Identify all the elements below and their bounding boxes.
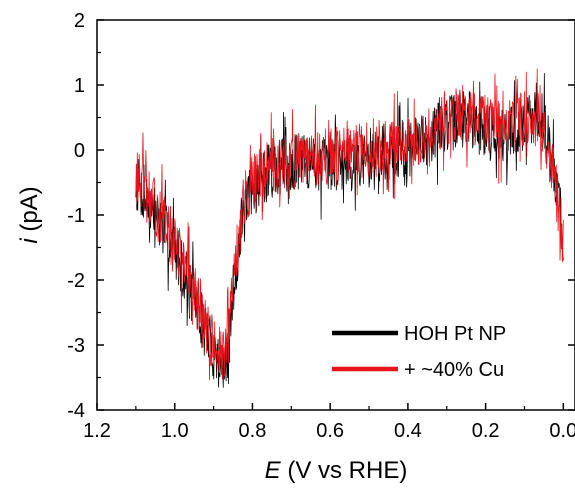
- y-tick-label: -1: [67, 205, 85, 227]
- x-axis-unit: (V vs RHE): [281, 457, 408, 484]
- y-axis-title: i (pA): [16, 186, 43, 243]
- x-tick-label: 0.2: [472, 420, 500, 442]
- x-tick-label: 1.0: [161, 420, 189, 442]
- x-tick-label: 0.6: [316, 420, 344, 442]
- x-tick-label: 0.0: [549, 420, 575, 442]
- legend: HOH Pt NP + ~40% Cu: [332, 323, 506, 381]
- x-tick-label: 0.4: [394, 420, 422, 442]
- x-tick-label: 0.8: [239, 420, 267, 442]
- legend-label: + ~40% Cu: [404, 359, 504, 381]
- y-tick-label: 0: [74, 140, 85, 162]
- y-tick-label: -2: [67, 270, 85, 292]
- series-line: [135, 68, 564, 381]
- y-tick-label: -3: [67, 335, 85, 357]
- x-axis-variable: E: [265, 457, 282, 484]
- x-tick-label: 1.2: [83, 420, 111, 442]
- y-tick-label: -4: [67, 400, 85, 422]
- x-axis-title: E (V vs RHE): [265, 457, 408, 484]
- y-tick-label: 1: [74, 75, 85, 97]
- series-layer: [135, 68, 564, 388]
- y-axis-variable: i: [16, 238, 43, 244]
- y-tick-label: 2: [74, 10, 85, 32]
- y-axis-unit: (pA): [16, 186, 43, 238]
- legend-label: HOH Pt NP: [404, 323, 506, 345]
- axes-layer: 1.2 1.0 0.8 0.6 0.4 0.2 0.0 2 1 0 -1 -2 -3 -4: [67, 10, 575, 442]
